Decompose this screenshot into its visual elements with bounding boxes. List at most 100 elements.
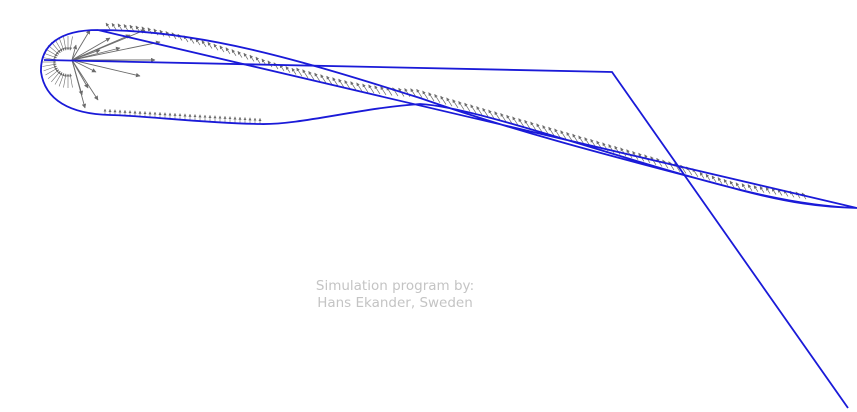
pressure-arrow (771, 187, 777, 195)
pressure-arrow (717, 177, 723, 184)
pressure-arrow (43, 52, 57, 59)
pressure-arrow (560, 130, 567, 140)
pressure-arrow (255, 56, 261, 64)
pressure-arrow (296, 67, 303, 77)
pressure-arrow (225, 47, 231, 55)
pressure-arrow (69, 73, 73, 88)
pressure-arrow (243, 52, 249, 60)
pressure-arrow (440, 95, 447, 105)
pressure-arrow (512, 116, 519, 126)
pressure-arrow (285, 66, 291, 73)
pressure-arrow (195, 38, 201, 46)
pressure-arrow (302, 69, 309, 79)
pressure-arrow (47, 45, 60, 55)
pressure-arrow (314, 72, 321, 82)
pressure-arrow (71, 59, 141, 78)
pressure-arrow (759, 186, 765, 193)
pressure-arrow (530, 121, 537, 131)
pressure-arrow (153, 28, 159, 36)
pressure-arrow (71, 59, 97, 73)
pressure-arrow (58, 73, 65, 87)
pressure-arrow (356, 82, 363, 92)
pressure-arrow (729, 180, 735, 188)
pressure-arrow (47, 69, 60, 79)
pressure-arrow (476, 106, 483, 115)
pressure-arrow (219, 45, 225, 53)
pressure-arrow (536, 123, 543, 133)
pressure-arrow (452, 99, 459, 109)
pressure-arrow (105, 22, 111, 30)
pressure-arrow (362, 83, 369, 93)
pressure-arrow (518, 118, 525, 128)
pressure-arrow (494, 111, 501, 121)
pressure-arrow (668, 161, 675, 171)
pressure-arrow (344, 80, 351, 89)
pressure-arrow (614, 145, 621, 155)
pressure-arrow (705, 173, 711, 181)
pressure-arrow (488, 109, 495, 119)
pressure-arrow (753, 185, 759, 192)
pressure-arrow (207, 41, 213, 49)
pressure-arrow (71, 37, 111, 61)
pressure-arrow (249, 54, 255, 62)
pressure-arrow (231, 49, 237, 56)
pressure-arrow (63, 36, 67, 51)
pressure-arrow (237, 51, 243, 58)
credit-text: Simulation program by: Hans Ekander, Swe… (300, 278, 490, 312)
airfoil-outline (40, 29, 857, 209)
pressure-arrow (320, 74, 327, 84)
pressure-arrow (54, 39, 63, 52)
pressure-arrow (51, 41, 61, 54)
pressure-arrow (326, 75, 333, 85)
pressure-arrow (464, 102, 471, 112)
pressure-arrow (213, 43, 219, 51)
pressure-arrow (741, 183, 747, 191)
pressure-arrow (71, 59, 87, 109)
pressure-arrow (542, 125, 549, 134)
pressure-arrow (566, 132, 573, 141)
pressure-arrow (71, 46, 121, 61)
pressure-arrow (291, 67, 297, 75)
pressure-arrow (482, 107, 489, 117)
pressure-arrow (51, 70, 61, 83)
pressure-arrow (416, 88, 423, 98)
pressure-arrow-field (42, 22, 807, 200)
pressure-arrow (71, 40, 161, 61)
pressure-arrow (63, 73, 67, 88)
pressure-arrow (58, 37, 65, 51)
pressure-arrow (308, 71, 315, 80)
pressure-arrow (201, 40, 207, 47)
pressure-arrow (350, 81, 357, 91)
pressure-arrow (506, 114, 513, 124)
pressure-arrow (662, 159, 669, 169)
pressure-arrow (338, 78, 345, 88)
pressure-arrow (43, 65, 57, 72)
pressure-arrow (42, 63, 57, 67)
pressure-arrow (572, 133, 579, 143)
pressure-arrow (71, 59, 99, 101)
pressure-arrow (428, 92, 435, 102)
pressure-arrow (711, 175, 717, 183)
credit-line-1: Simulation program by: (315, 278, 475, 294)
pressure-arrow (374, 85, 381, 95)
pressure-arrow (71, 44, 78, 61)
pressure-arrow (470, 104, 477, 114)
pressure-arrow (458, 101, 465, 110)
streamline-path (43, 59, 849, 409)
pressure-arrow (54, 72, 63, 85)
pressure-arrow (446, 97, 453, 107)
pressure-arrow (747, 184, 753, 191)
credit-line-2: Hans Ekander, Sweden (317, 295, 473, 311)
pressure-arrow (735, 182, 741, 190)
pressure-arrow (500, 113, 507, 122)
pressure-arrow (45, 48, 58, 57)
pressure-arrow (380, 86, 387, 96)
pressure-arrow (620, 147, 627, 157)
pressure-arrow (45, 67, 58, 76)
pressure-arrow (524, 119, 531, 129)
pressure-arrow (111, 23, 117, 30)
pressure-arrow (554, 128, 561, 138)
pressure-arrow (578, 135, 585, 145)
